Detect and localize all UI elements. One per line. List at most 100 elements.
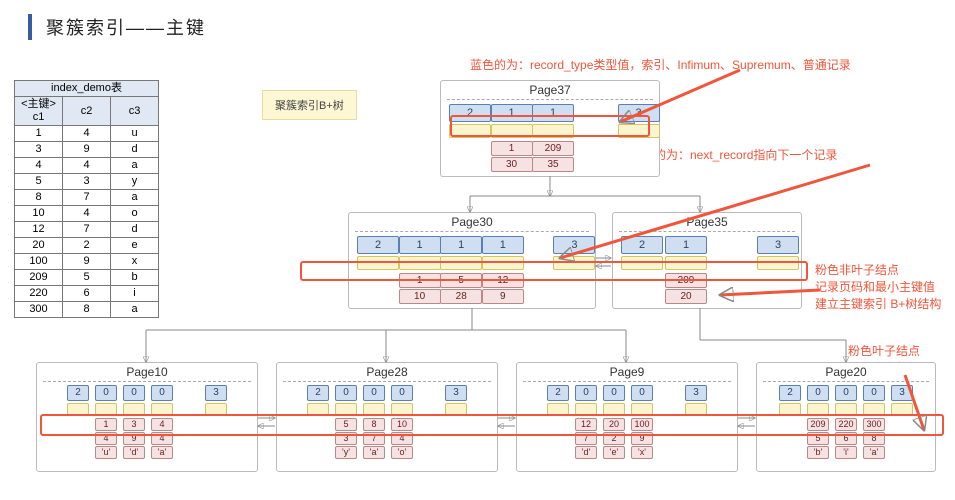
annotation-blue: 蓝色的为：record_type类型值，索引、Infimum、Supremum、… bbox=[470, 56, 851, 73]
index-demo-table: index_demo表 <主键>c1c2c3 14u39d44a53y87a10… bbox=[14, 80, 159, 318]
table-row: 53y bbox=[15, 174, 159, 190]
slot: 087'a' bbox=[363, 385, 385, 459]
record-type-cell: 0 bbox=[95, 385, 117, 401]
page-title-label: Page9 bbox=[517, 363, 737, 381]
slot-row: 2053'y'087'a'0104'o'3 bbox=[277, 382, 497, 462]
record-type-cell: 0 bbox=[835, 385, 857, 401]
record-type-cell: 3 bbox=[553, 236, 595, 254]
data-cell: 4 bbox=[391, 432, 413, 445]
tag-box: 聚簇索引B+树 bbox=[262, 90, 357, 120]
record-type-cell: 3 bbox=[891, 385, 913, 401]
page-p9: Page920127'd'0202'e'01009'x'3 bbox=[516, 362, 738, 472]
table-row: 104o bbox=[15, 206, 159, 222]
next-record-cell bbox=[399, 256, 441, 270]
data-cell: 20 bbox=[603, 418, 625, 431]
next-record-cell bbox=[67, 403, 89, 415]
next-record-cell bbox=[151, 403, 173, 415]
title-text: 聚簇索引——主键 bbox=[46, 14, 206, 40]
slot-row: 211301209353 bbox=[441, 100, 659, 176]
slot: 3 bbox=[553, 236, 587, 270]
data-cell: 9 bbox=[482, 289, 524, 304]
next-record-cell bbox=[835, 403, 857, 415]
record-type-cell: 2 bbox=[307, 385, 329, 401]
page-title-label: Page35 bbox=[613, 213, 801, 231]
record-type-cell: 2 bbox=[621, 236, 663, 254]
page-title-label: Page28 bbox=[277, 363, 497, 381]
table-header: <主键>c1 bbox=[15, 97, 63, 126]
page-p10: Page102014'u'039'd'044'a'3 bbox=[36, 362, 258, 472]
table-row: 44a bbox=[15, 158, 159, 174]
next-record-cell bbox=[123, 403, 145, 415]
next-record-cell bbox=[685, 403, 707, 415]
data-cell: 12 bbox=[482, 273, 524, 288]
record-type-cell: 2 bbox=[779, 385, 801, 401]
next-record-cell bbox=[482, 256, 524, 270]
table-row: 202e bbox=[15, 238, 159, 254]
data-cell: 20 bbox=[665, 289, 707, 304]
record-type-cell: 2 bbox=[67, 385, 89, 401]
table-row: 39d bbox=[15, 142, 159, 158]
data-cell: 4 bbox=[95, 432, 117, 445]
record-type-cell: 3 bbox=[618, 104, 660, 122]
record-type-cell: 0 bbox=[863, 385, 885, 401]
record-type-cell: 3 bbox=[445, 385, 467, 401]
slot: 2 bbox=[307, 385, 329, 415]
data-cell: 'o' bbox=[391, 446, 413, 459]
table-row: 14u bbox=[15, 126, 159, 142]
data-cell: 'e' bbox=[603, 446, 625, 459]
data-cell: 7 bbox=[363, 432, 385, 445]
data-cell: 1 bbox=[95, 418, 117, 431]
record-type-cell: 1 bbox=[491, 104, 533, 122]
next-record-cell bbox=[547, 403, 569, 415]
record-type-cell: 0 bbox=[631, 385, 653, 401]
page-title-label: Page10 bbox=[37, 363, 257, 381]
slot: 053'y' bbox=[335, 385, 357, 459]
next-record-cell bbox=[307, 403, 329, 415]
next-record-cell bbox=[391, 403, 413, 415]
record-type-cell: 1 bbox=[440, 236, 482, 254]
slot: 1130 bbox=[491, 104, 525, 172]
next-record-cell bbox=[891, 403, 913, 415]
table-header: c3 bbox=[111, 97, 159, 126]
slot: 2 bbox=[621, 236, 657, 270]
slot-row: 21209203 bbox=[613, 232, 801, 308]
next-record-cell bbox=[449, 124, 491, 138]
slot: 02206'i' bbox=[835, 385, 857, 459]
slot-row: 20127'd'0202'e'01009'x'3 bbox=[517, 382, 737, 462]
data-cell: 100 bbox=[631, 418, 653, 431]
next-record-cell bbox=[621, 256, 663, 270]
slot: 3 bbox=[685, 385, 707, 415]
record-type-cell: 1 bbox=[399, 236, 441, 254]
page-p37: Page37211301209353 bbox=[440, 80, 660, 177]
slot: 01009'x' bbox=[631, 385, 653, 459]
slot: 0104'o' bbox=[391, 385, 413, 459]
data-cell: 'i' bbox=[835, 446, 857, 459]
record-type-cell: 0 bbox=[335, 385, 357, 401]
slot: 3 bbox=[891, 385, 913, 415]
page-p35: Page3521209203 bbox=[612, 212, 802, 309]
next-record-cell bbox=[757, 256, 799, 270]
slot: 2 bbox=[547, 385, 569, 415]
record-type-cell: 2 bbox=[547, 385, 569, 401]
data-cell: 8 bbox=[363, 418, 385, 431]
slot: 2 bbox=[779, 385, 801, 415]
next-record-cell bbox=[363, 403, 385, 415]
data-cell: 'd' bbox=[575, 446, 597, 459]
data-cell: 3 bbox=[335, 432, 357, 445]
next-record-cell bbox=[779, 403, 801, 415]
page-p30: Page3021110152811293 bbox=[348, 212, 596, 309]
data-cell: 209 bbox=[807, 418, 829, 431]
next-record-cell bbox=[205, 403, 227, 415]
table-row: 2206i bbox=[15, 286, 159, 302]
data-cell: 'a' bbox=[363, 446, 385, 459]
next-record-cell bbox=[807, 403, 829, 415]
data-cell: 6 bbox=[835, 432, 857, 445]
data-cell: 'd' bbox=[123, 446, 145, 459]
data-cell: 10 bbox=[399, 289, 441, 304]
data-cell: 'x' bbox=[631, 446, 653, 459]
data-cell: 3 bbox=[123, 418, 145, 431]
data-cell: 12 bbox=[575, 418, 597, 431]
next-record-cell bbox=[631, 403, 653, 415]
slot: 1528 bbox=[440, 236, 474, 304]
slot: 120920 bbox=[665, 236, 701, 304]
